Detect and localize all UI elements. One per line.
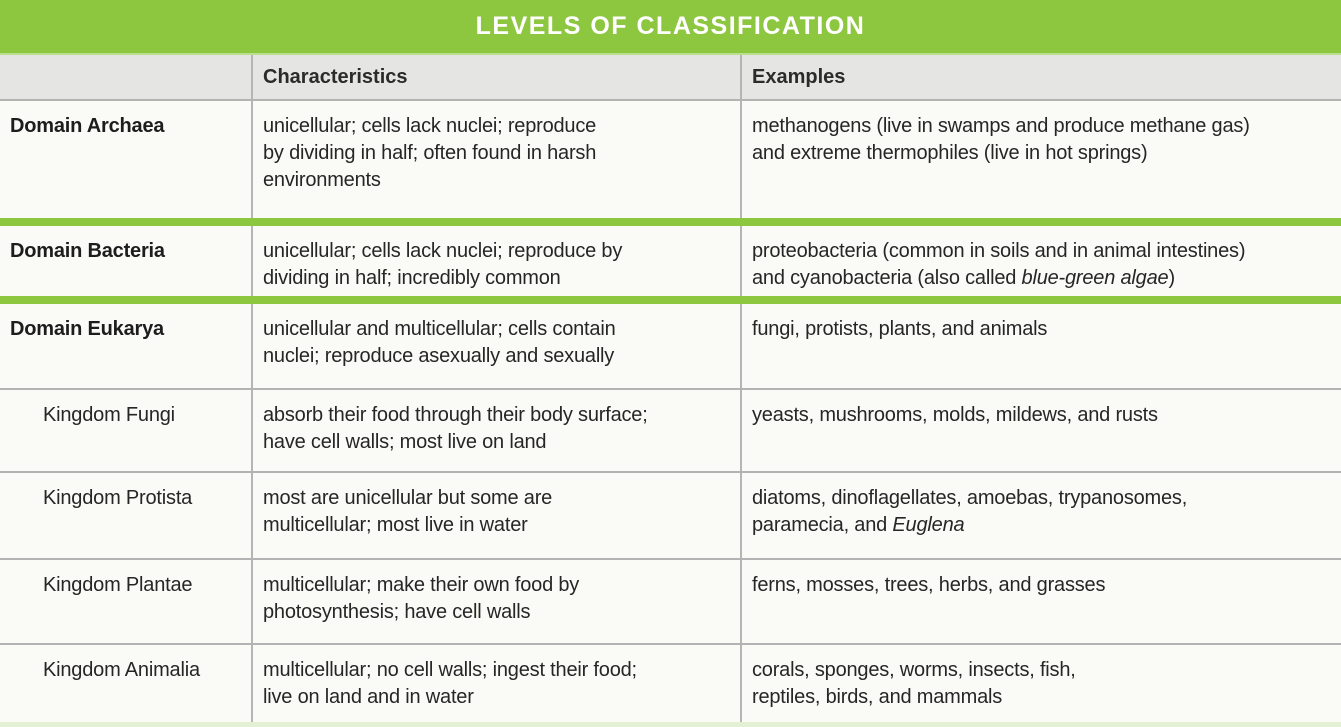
characteristics-cell: unicellular; cells lack nuclei; reproduc… [251,101,740,218]
row-label: Kingdom Fungi [43,404,175,426]
table-row-domain-archaea: Domain Archaea unicellular; cells lack n… [0,101,1341,218]
examples-text: diatoms, dinoflagellates, amoebas, trypa… [752,487,1188,536]
row-label-cell: Domain Eukarya [0,304,251,388]
characteristics-cell: absorb their food through their body sur… [251,390,740,471]
row-label: Domain Eukarya [10,318,164,340]
row-label-cell: Kingdom Animalia [0,645,251,722]
table-row-domain-bacteria: Domain Bacteria unicellular; cells lack … [0,226,1341,296]
examples-cell: fungi, protists, plants, and animals [740,304,1341,388]
row-divider [0,471,1341,473]
examples-text: corals, sponges, worms, insects, fish, r… [752,659,1076,708]
examples-cell: yeasts, mushrooms, molds, mildews, and r… [740,390,1341,471]
table-title: LEVELS OF CLASSIFICATION [475,12,866,40]
table-row-kingdom-animalia: Kingdom Animalia multicellular; no cell … [0,645,1341,722]
examples-text: proteobacteria (common in soils and in a… [752,240,1246,289]
characteristics-cell: multicellular; no cell walls; ingest the… [251,645,740,722]
examples-cell: proteobacteria (common in soils and in a… [740,226,1341,296]
table-row-domain-eukarya: Domain Eukarya unicellular and multicell… [0,304,1341,388]
examples-cell: diatoms, dinoflagellates, amoebas, trypa… [740,473,1341,558]
row-divider [0,388,1341,390]
table-row-kingdom-protista: Kingdom Protista most are unicellular bu… [0,473,1341,558]
header-cell-characteristics: Characteristics [251,55,740,99]
column-header-row: Characteristics Examples [0,55,1341,99]
examples-cell: methanogens (live in swamps and produce … [740,101,1341,218]
bottom-accent-strip [0,722,1341,727]
row-label-cell: Domain Bacteria [0,226,251,296]
characteristics-cell: unicellular; cells lack nuclei; reproduc… [251,226,740,296]
examples-text: methanogens (live in swamps and produce … [752,115,1250,164]
examples-text-italic: blue-green algae [1021,267,1169,289]
header-cell-examples: Examples [740,55,1341,99]
green-separator [0,218,1341,226]
row-label: Kingdom Protista [43,487,193,509]
row-divider [0,558,1341,560]
row-label-cell: Kingdom Protista [0,473,251,558]
row-label: Kingdom Animalia [43,659,200,681]
green-separator [0,296,1341,304]
table-row-kingdom-plantae: Kingdom Plantae multicellular; make thei… [0,560,1341,643]
examples-cell: corals, sponges, worms, insects, fish, r… [740,645,1341,722]
examples-cell: ferns, mosses, trees, herbs, and grasses [740,560,1341,643]
row-label-cell: Kingdom Plantae [0,560,251,643]
row-label-cell: Kingdom Fungi [0,390,251,471]
row-label: Domain Bacteria [10,240,165,262]
row-divider [0,643,1341,645]
row-label-cell: Domain Archaea [0,101,251,218]
examples-text: fungi, protists, plants, and animals [752,318,1048,340]
characteristics-cell: multicellular; make their own food by ph… [251,560,740,643]
examples-text: ) [1168,267,1175,289]
row-label: Kingdom Plantae [43,574,193,596]
row-divider [0,99,1341,101]
table-title-bar: LEVELS OF CLASSIFICATION [0,0,1341,55]
row-label: Domain Archaea [10,115,165,137]
examples-text: ferns, mosses, trees, herbs, and grasses [752,574,1106,596]
examples-text-italic: Euglena [892,514,965,536]
characteristics-cell: most are unicellular but some are multic… [251,473,740,558]
examples-text: yeasts, mushrooms, molds, mildews, and r… [752,404,1158,426]
table-row-kingdom-fungi: Kingdom Fungi absorb their food through … [0,390,1341,471]
characteristics-cell: unicellular and multicellular; cells con… [251,304,740,388]
